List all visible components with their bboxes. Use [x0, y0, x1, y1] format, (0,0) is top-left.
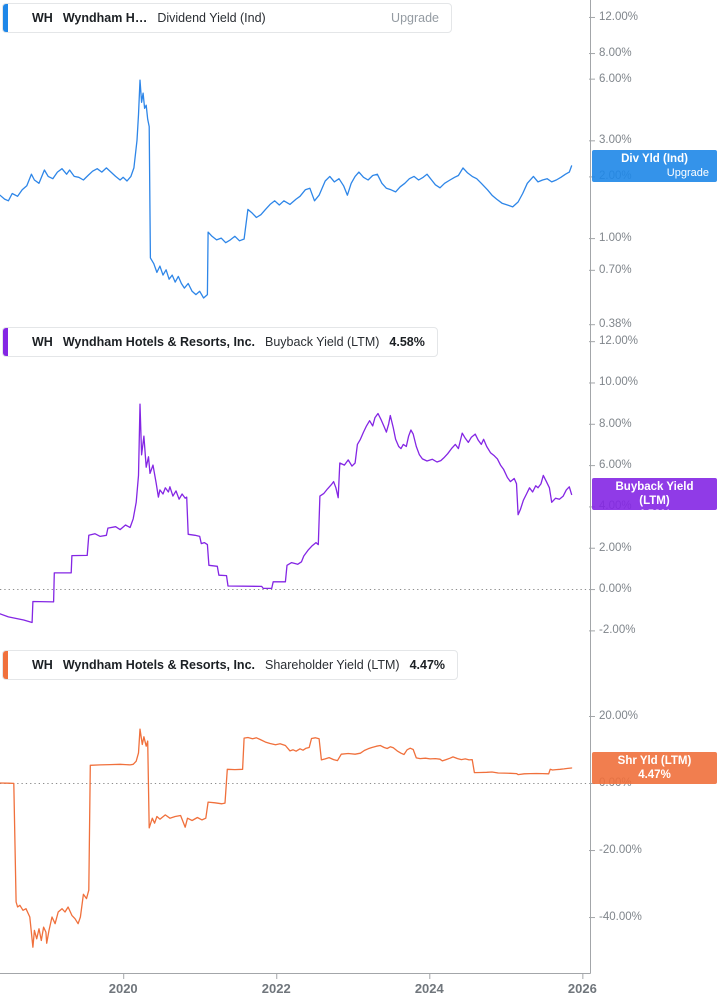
metric-name: Dividend Yield (Ind)	[157, 11, 266, 25]
metric-name: Shareholder Yield (LTM)	[265, 658, 400, 672]
badge-value: 4.58%	[638, 509, 671, 521]
last-value-badge-shr-yld[interactable]: Shr Yld (LTM) 4.47%	[592, 752, 717, 784]
metric-current-value: 4.58%	[389, 335, 425, 349]
company-name: Wyndham H…	[62, 11, 148, 25]
legend-buyback-yield[interactable]: WH Wyndham Hotels & Resorts, Inc. Buybac…	[2, 327, 438, 357]
legend-shareholder-yield[interactable]: WH Wyndham Hotels & Resorts, Inc. Shareh…	[2, 650, 459, 680]
badge-metric-label: Div Yld (Ind)	[621, 153, 688, 165]
company-name: Wyndham Hotels & Resorts, Inc.	[62, 335, 255, 349]
metric-name: Buyback Yield (LTM)	[265, 335, 380, 349]
badge-upgrade-link[interactable]: Upgrade	[666, 167, 709, 179]
badge-metric-label: Shr Yld (LTM)	[617, 755, 692, 767]
ticker-symbol: WH	[32, 11, 53, 25]
upgrade-link[interactable]: Upgrade	[391, 11, 439, 25]
series-color-bar-purple	[3, 328, 8, 356]
metric-current-value: 4.47%	[409, 658, 446, 672]
series-color-bar-blue	[3, 4, 8, 32]
company-name: Wyndham Hotels & Resorts, Inc.	[62, 658, 255, 672]
ticker-symbol: WH	[32, 335, 53, 349]
series-color-bar-orange	[3, 651, 8, 679]
badge-value: 4.47%	[638, 769, 671, 781]
legend-dividend-yield[interactable]: WH Wyndham H… Dividend Yield (Ind) Upgra…	[2, 3, 452, 33]
last-value-badge-div-yld[interactable]: Div Yld (Ind) Upgrade	[592, 150, 717, 182]
ticker-symbol: WH	[32, 658, 53, 672]
last-value-badge-buyback-yield[interactable]: Buyback Yield (LTM) 4.58%	[592, 478, 717, 521]
badge-metric-label: Buyback Yield (LTM)	[615, 481, 694, 507]
